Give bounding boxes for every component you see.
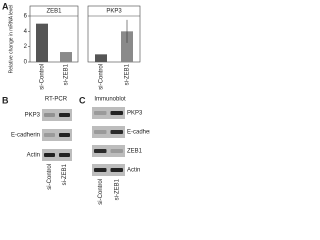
x-tick-label: si-Control <box>40 64 46 90</box>
column-label: si-ZEB1 <box>62 163 68 185</box>
x-tick-label: si-ZEB1 <box>64 63 70 85</box>
x-tick-label: si-ZEB1 <box>125 63 131 85</box>
blot-strip <box>92 145 125 157</box>
panel-title: RT-PCR <box>45 97 68 103</box>
panel-label: A <box>2 1 9 11</box>
blot-strip <box>92 107 125 119</box>
bar <box>121 31 133 62</box>
y-tick-label: 2 <box>24 44 28 50</box>
blot-strip <box>92 164 125 176</box>
band <box>44 133 55 137</box>
blot-strip <box>92 126 125 138</box>
row-label: ZEB1 <box>127 149 143 155</box>
x-tick-label: si-Control <box>99 64 105 90</box>
column-label: si-Control <box>98 179 104 205</box>
band <box>59 153 70 157</box>
band <box>110 168 123 172</box>
band <box>59 133 70 137</box>
y-axis-label: Relative change in mRNA level <box>8 5 14 74</box>
column-label: si-Control <box>47 164 53 190</box>
chart-frame <box>29 5 79 63</box>
bar <box>36 23 48 63</box>
blot-strip <box>42 109 72 121</box>
row-label: PKP3 <box>25 113 41 119</box>
y-tick-label: 6 <box>24 14 28 20</box>
band <box>94 168 107 172</box>
y-tick-label: 4 <box>24 29 28 35</box>
band <box>94 149 107 153</box>
panel-title: Immunoblot <box>94 97 126 103</box>
band <box>94 130 107 134</box>
chart-title: PKP3 <box>106 9 122 15</box>
bar <box>95 54 107 62</box>
row-label: E-cadherin <box>127 130 150 136</box>
column-label: si-ZEB1 <box>114 178 120 200</box>
y-tick-label: 0 <box>24 60 28 66</box>
figure: A B C RT-PCR Immunoblot ZEB1 Relative cha… <box>0 0 150 213</box>
blot-strip <box>42 129 72 141</box>
band <box>44 113 55 117</box>
band <box>110 111 123 115</box>
bar <box>60 52 72 62</box>
band <box>94 111 107 115</box>
band <box>44 153 55 157</box>
chart-frame <box>87 5 141 63</box>
band <box>110 130 123 134</box>
row-label: Actin <box>127 168 140 174</box>
row-label: PKP3 <box>127 111 143 117</box>
band <box>59 113 70 117</box>
band <box>110 149 123 153</box>
chart-title: ZEB1 <box>46 9 62 15</box>
blot-strip <box>42 149 72 161</box>
row-label: Actin <box>27 153 40 159</box>
panel-label: B <box>2 95 9 105</box>
panel-label: C <box>79 95 86 105</box>
row-label: E-cadherin <box>11 133 40 139</box>
